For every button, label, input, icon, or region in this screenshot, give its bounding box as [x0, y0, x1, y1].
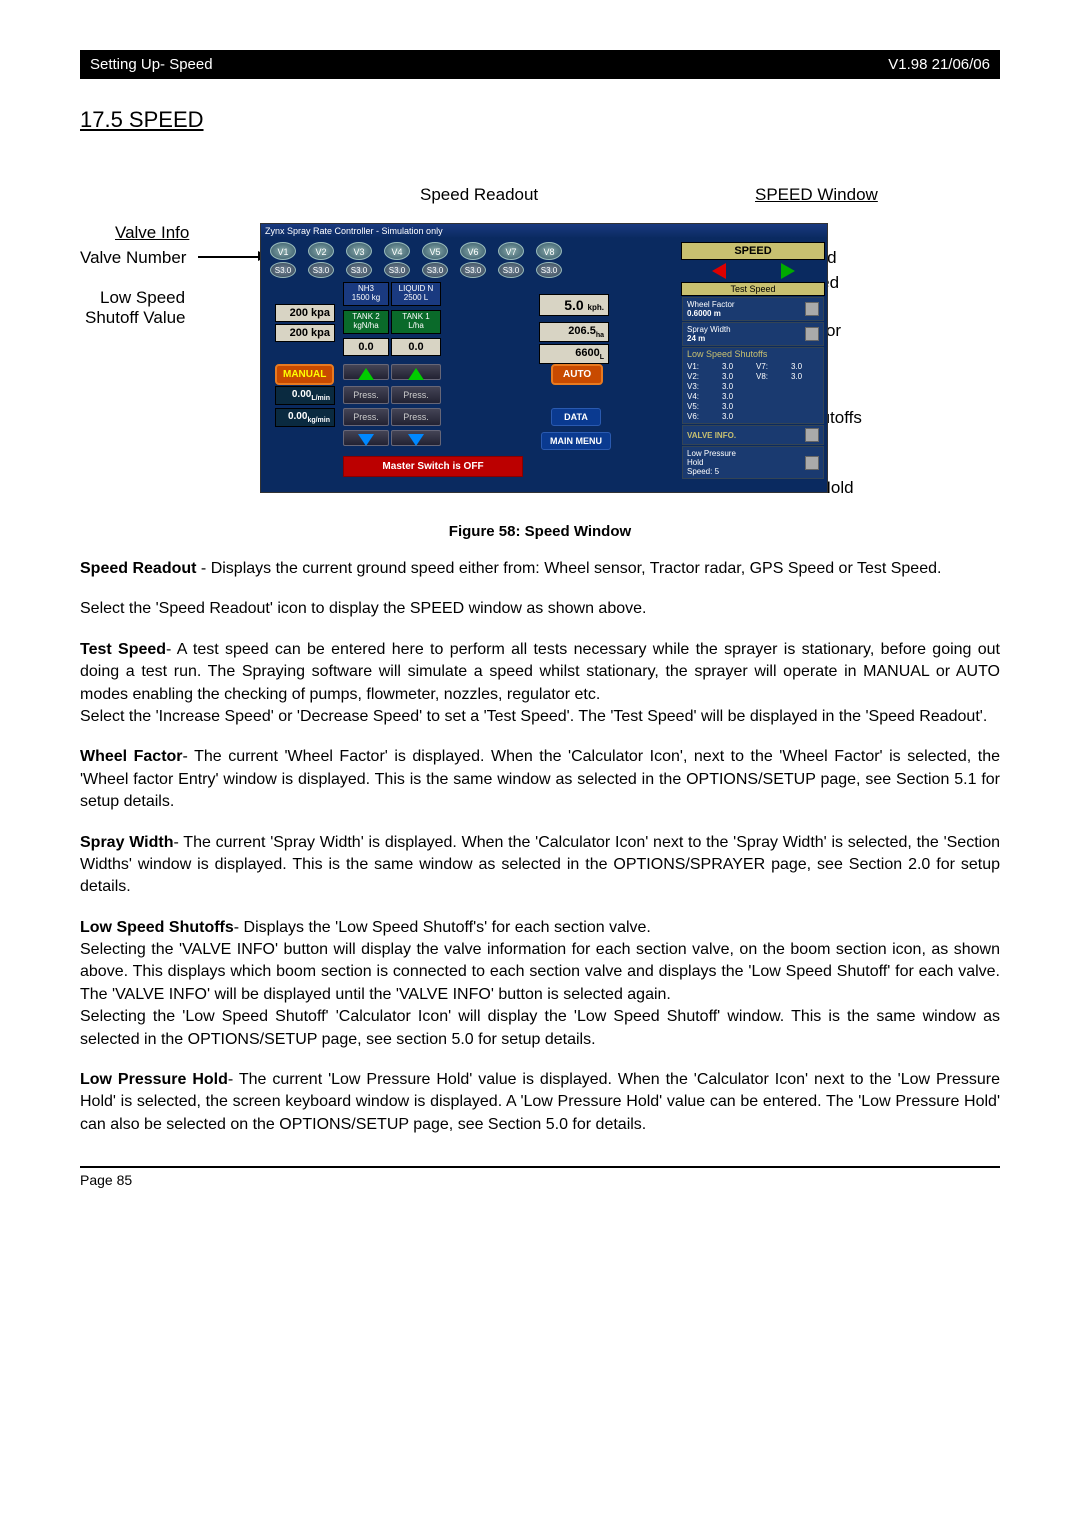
para-speed-readout: Speed Readout - Displays the current gro… — [80, 558, 1000, 580]
label-speed-window: SPEED Window — [755, 185, 878, 205]
wheel-factor-value: 0.6000 m — [687, 309, 735, 318]
valve-button[interactable]: V8S3.0 — [531, 242, 567, 278]
manual-button[interactable]: MANUAL — [275, 364, 334, 385]
para-low-speed-shutoffs-b: Selecting the 'VALVE INFO' button will d… — [80, 939, 1000, 1006]
calculator-icon[interactable] — [805, 428, 819, 442]
lph-l2: Hold — [687, 458, 736, 467]
calculator-icon[interactable] — [805, 456, 819, 470]
valve-button[interactable]: V6S3.0 — [455, 242, 491, 278]
decrease-speed-button[interactable] — [712, 263, 726, 279]
para-low-pressure-hold: Low Pressure Hold- The current 'Low Pres… — [80, 1069, 1000, 1136]
spray-width-value: 24 m — [687, 334, 731, 343]
label-valve-number: Valve Number — [80, 248, 186, 268]
nh3-label: NH31500 kg — [343, 282, 389, 306]
master-switch: Master Switch is OFF — [343, 456, 523, 477]
data-button[interactable]: DATA — [551, 408, 601, 426]
press-btn3[interactable]: Press. — [343, 408, 389, 426]
para-test-speed: Test Speed- A test speed can be entered … — [80, 639, 1000, 706]
up-arrow1[interactable] — [343, 364, 389, 380]
vol-readout: 6600L — [539, 344, 609, 364]
controller-panel: Zynx Spray Rate Controller - Simulation … — [260, 223, 828, 493]
down-arrow1[interactable] — [343, 430, 389, 446]
valve-button[interactable]: V4S3.0 — [379, 242, 415, 278]
section-title: 17.5 SPEED — [80, 107, 1000, 133]
up-arrow2[interactable] — [391, 364, 441, 380]
pressure1: 200 kpa — [275, 304, 335, 322]
main-menu-button[interactable]: MAIN MENU — [541, 432, 611, 450]
para-wheel-factor: Wheel Factor- The current 'Wheel Factor'… — [80, 746, 1000, 813]
para-low-speed-shutoffs-c: Selecting the 'Low Speed Shutoff' 'Calcu… — [80, 1006, 1000, 1051]
tank1-label: TANK 1 L/ha — [391, 310, 441, 334]
para-low-speed-shutoffs: Low Speed Shutoffs- Displays the 'Low Sp… — [80, 917, 1000, 939]
increase-speed-button[interactable] — [781, 263, 795, 279]
label-speed-readout: Speed Readout — [420, 185, 538, 205]
calculator-icon[interactable] — [805, 327, 819, 341]
footer: Page 85 — [80, 1166, 1000, 1188]
label-valve-info: Valve Info — [115, 223, 189, 243]
liquidn-label: LIQUID N2500 L — [391, 282, 441, 306]
lph-l1: Low Pressure — [687, 449, 736, 458]
valve-button[interactable]: V2S3.0 — [303, 242, 339, 278]
label-low-speed-shutoff-l1: Low Speed — [100, 288, 185, 308]
flow2: 0.00kg/min — [275, 408, 335, 427]
diagram: Speed Readout SPEED Window Valve Info Va… — [80, 143, 1000, 513]
para-spray-width: Spray Width- The current 'Spray Width' i… — [80, 832, 1000, 899]
valve-button[interactable]: V7S3.0 — [493, 242, 529, 278]
tank2-label: TANK 2 kgN/ha — [343, 310, 389, 334]
spray-width-label: Spray Width — [687, 325, 731, 334]
area-readout: 206.5ha — [539, 322, 609, 342]
flow1: 0.00L/min — [275, 386, 335, 405]
sp-title: SPEED — [681, 242, 825, 260]
auto-button[interactable]: AUTO — [551, 364, 603, 385]
panel-title: Zynx Spray Rate Controller - Simulation … — [261, 224, 827, 238]
label-low-speed-shutoff-l2: Shutoff Value — [85, 308, 186, 328]
para-select: Select the 'Speed Readout' icon to displ… — [80, 598, 1000, 620]
press-btn2[interactable]: Press. — [391, 386, 441, 404]
header-left: Setting Up- Speed — [90, 56, 213, 73]
low-speed-shutoffs-title: Low Speed Shutoffs — [683, 348, 823, 360]
lph-l3: Speed: 5 — [687, 467, 736, 476]
para-test-speed-b: Select the 'Increase Speed' or 'Decrease… — [80, 706, 1000, 728]
wheel-factor-label: Wheel Factor — [687, 300, 735, 309]
press-btn1[interactable]: Press. — [343, 386, 389, 404]
down-arrow2[interactable] — [391, 430, 441, 446]
tank2-val: 0.0 — [343, 338, 389, 356]
valve-info-button[interactable]: VALVE INFO. — [687, 431, 736, 440]
shutoffs-grid: V1:3.0V7:3.0V2:3.0V8:3.0V3:3.0V4:3.0V5:3… — [683, 360, 823, 423]
calculator-icon[interactable] — [805, 302, 819, 316]
valve-button[interactable]: V3S3.0 — [341, 242, 377, 278]
pressure2: 200 kpa — [275, 324, 335, 342]
valve-button[interactable]: V1S3.0 — [265, 242, 301, 278]
valve-button[interactable]: V5S3.0 — [417, 242, 453, 278]
figure-caption: Figure 58: Speed Window — [80, 523, 1000, 540]
header-right: V1.98 21/06/06 — [888, 56, 990, 73]
speed-readout[interactable]: 5.0 kph. — [539, 294, 609, 316]
press-btn4[interactable]: Press. — [391, 408, 441, 426]
speed-side-panel: SPEED Test Speed Wheel Factor 0.6000 m — [681, 242, 825, 490]
tank1-val: 0.0 — [391, 338, 441, 356]
test-speed-label: Test Speed — [681, 282, 825, 296]
